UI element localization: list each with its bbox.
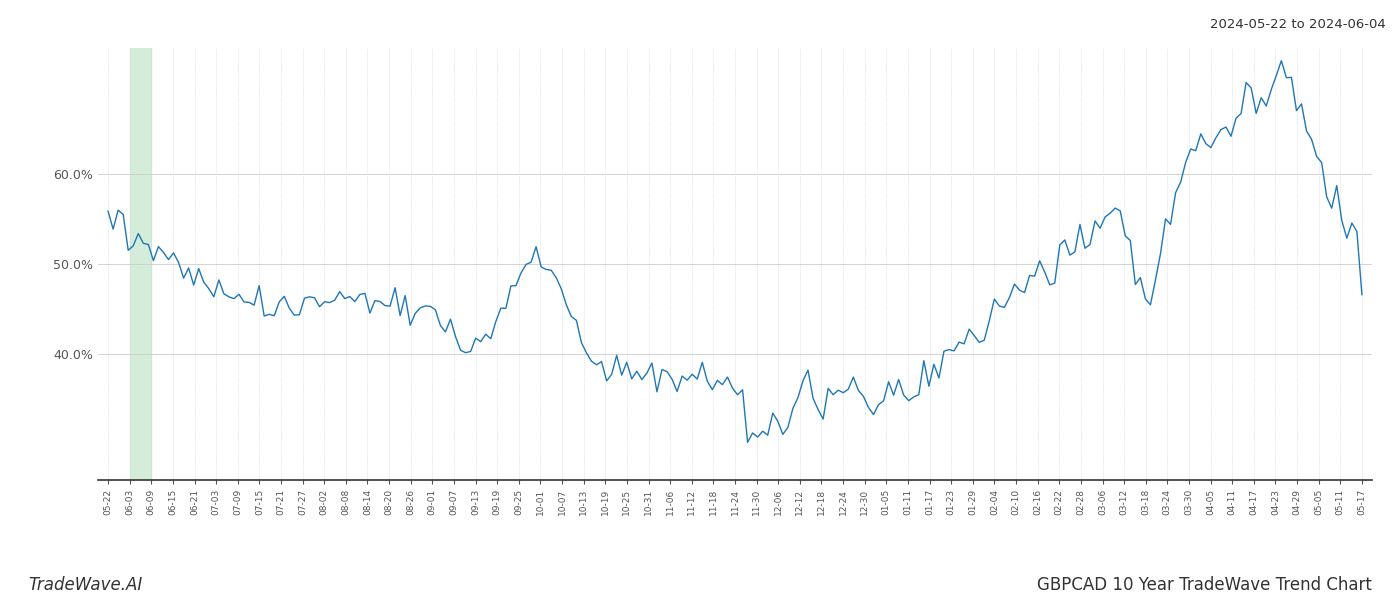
Text: 2024-05-22 to 2024-06-04: 2024-05-22 to 2024-06-04 [1210,18,1386,31]
Bar [130,48,151,480]
Text: GBPCAD 10 Year TradeWave Trend Chart: GBPCAD 10 Year TradeWave Trend Chart [1037,576,1372,594]
Text: TradeWave.AI: TradeWave.AI [28,576,143,594]
